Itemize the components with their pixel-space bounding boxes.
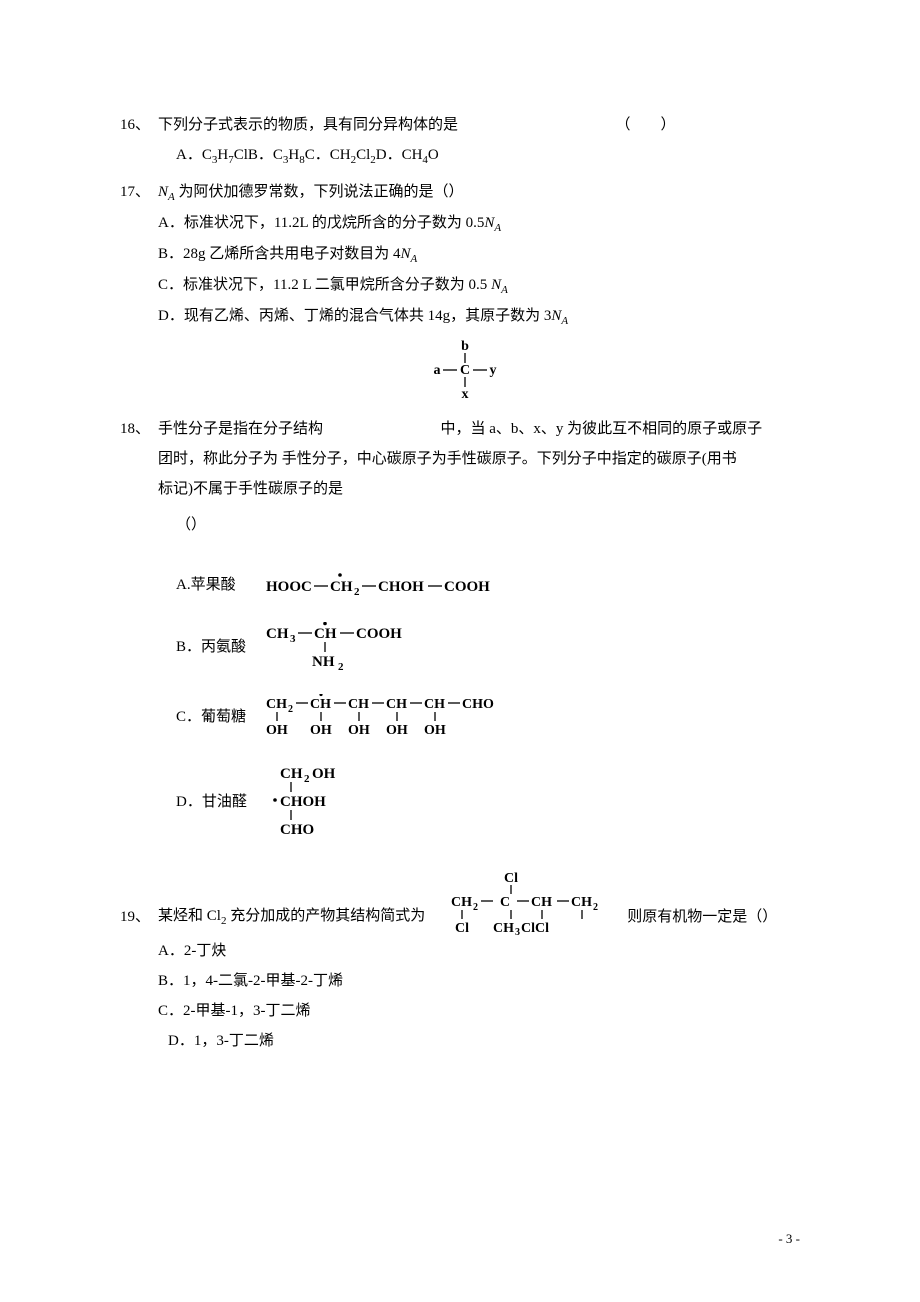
svg-text:2: 2: [338, 661, 344, 672]
svg-text:CH: CH: [348, 697, 369, 712]
q18-b-label: B．丙氨酸: [176, 632, 266, 662]
q18-stem-line1: 18、 手性分子是指在分子结构 中，当 a、b、x、y 为彼此互不相同的原子或原…: [120, 414, 810, 444]
q17-option-a: A．标准状况下，11.2L 的戊烷所含的分子数为 0.5NA: [120, 208, 810, 239]
svg-text:y: y: [490, 363, 497, 378]
svg-text:C: C: [460, 363, 470, 378]
q18-option-b: B．丙氨酸 CH3 CH COOH NH2: [120, 622, 810, 672]
svg-text:b: b: [461, 340, 469, 354]
q18-a-label: A.苹果酸: [176, 570, 266, 600]
svg-text:COOH: COOH: [444, 579, 490, 595]
q18-option-a: A.苹果酸 HOOC CH2 CHOH COOH: [120, 570, 810, 600]
svg-text:CH: CH: [386, 697, 407, 712]
q19-stem-c: 则原有机物一定是（）: [627, 902, 777, 936]
svg-text:CHO: CHO: [280, 822, 314, 838]
q16-stem: 下列分子式表示的物质，具有同分异构体的是 （ ）: [158, 110, 810, 140]
svg-text:CH: CH: [531, 895, 552, 910]
svg-text:OH: OH: [266, 723, 288, 738]
q19-option-a: A．2-丁炔: [120, 936, 810, 966]
svg-text:3: 3: [290, 633, 296, 645]
svg-text:2: 2: [593, 902, 598, 913]
q16-options: A．C3H7ClB．C3H8C．CH2Cl2D．CH4O: [120, 140, 810, 171]
q16-number: 16、: [120, 110, 158, 140]
q17-stem: NA 为阿伏加德罗常数，下列说法正确的是（）: [158, 177, 464, 208]
svg-text:CHOH: CHOH: [378, 579, 424, 595]
question-18: 18、 手性分子是指在分子结构 中，当 a、b、x、y 为彼此互不相同的原子或原…: [120, 414, 810, 840]
q18-b-structure: CH3 CH COOH NH2: [266, 622, 466, 672]
q18-option-d: D．甘油醛 CH2OH CHOH CHO: [120, 764, 810, 840]
q18-d-label: D．甘油醛: [176, 787, 266, 817]
svg-text:C: C: [500, 895, 510, 910]
question-19: 19、 某烃和 Cl2 充分加成的产物其结构简式为 Cl CH2 C CH CH…: [120, 870, 810, 1056]
svg-text:COOH: COOH: [356, 626, 402, 642]
q18-a-structure: HOOC CH2 CHOH COOH: [266, 571, 546, 599]
svg-text:CH: CH: [493, 921, 514, 936]
q18-number: 18、: [120, 414, 158, 444]
svg-text:Cl: Cl: [521, 921, 535, 936]
q17-number: 17、: [120, 177, 158, 207]
svg-text:CHO: CHO: [462, 697, 494, 712]
q16-stem-line: 16、 下列分子式表示的物质，具有同分异构体的是 （ ）: [120, 110, 810, 140]
svg-text:OH: OH: [348, 723, 370, 738]
svg-text:CH: CH: [314, 626, 337, 642]
svg-text:OH: OH: [310, 723, 332, 738]
q18-stem2: 团时，称此分子为 手性分子，中心碳原子为手性碳原子。下列分子中指定的碳原子(用书: [120, 444, 810, 474]
svg-text:x: x: [462, 387, 469, 400]
q19-option-d: D．1，3-丁二烯: [120, 1026, 810, 1056]
svg-text:Cl: Cl: [504, 871, 518, 886]
svg-text:CH: CH: [451, 895, 472, 910]
q17-option-c: C．标准状况下，11.2 L 二氯甲烷所含分子数为 0.5 NA: [120, 270, 810, 301]
svg-text:OH: OH: [386, 723, 408, 738]
q19-structure: Cl CH2 C CH CH2 Cl CH3Cl Cl: [431, 870, 621, 936]
q17-option-d: D．现有乙烯、丙烯、丁烯的混合气体共 14g，其原子数为 3NA: [120, 301, 810, 332]
q17-stem-line: 17、 NA 为阿伏加德罗常数，下列说法正确的是（）: [120, 177, 810, 208]
q18-c-structure: CH2 CH CH CH CH CHO: [266, 694, 566, 740]
svg-text:OH: OH: [312, 766, 336, 782]
svg-text:2: 2: [473, 902, 478, 913]
svg-text:CH: CH: [424, 697, 445, 712]
svg-text:NH: NH: [312, 654, 335, 670]
svg-text:CH: CH: [266, 626, 289, 642]
svg-text:CHOH: CHOH: [280, 794, 326, 810]
q18-stem3: 标记)不属于手性碳原子的是: [120, 474, 810, 504]
q19-number: 19、: [120, 902, 158, 936]
svg-text:CH: CH: [310, 697, 331, 712]
question-16: 16、 下列分子式表示的物质，具有同分异构体的是 （ ） A．C3H7ClB．C…: [120, 110, 810, 171]
svg-text:3: 3: [515, 927, 520, 936]
svg-text:a: a: [434, 363, 441, 378]
q19-option-b: B．1，4-二氯-2-甲基-2-丁烯: [120, 966, 810, 996]
svg-text:2: 2: [288, 704, 293, 715]
page: 16、 下列分子式表示的物质，具有同分异构体的是 （ ） A．C3H7ClB．C…: [0, 0, 920, 1302]
svg-text:OH: OH: [424, 723, 446, 738]
q18-central-structure: b a C y x: [120, 340, 810, 400]
svg-text:CH: CH: [280, 766, 303, 782]
question-17: 17、 NA 为阿伏加德罗常数，下列说法正确的是（） A．标准状况下，11.2L…: [120, 177, 810, 332]
page-number: - 3 -: [778, 1226, 800, 1252]
q18-d-structure: CH2OH CHOH CHO: [266, 764, 376, 840]
svg-text:2: 2: [354, 586, 360, 598]
q18-c-label: C．葡萄糖: [176, 702, 266, 732]
q17-option-b: B．28g 乙烯所含共用电子对数目为 4NA: [120, 239, 810, 270]
q18-paren: （）: [120, 510, 810, 540]
q19-stem-row: 19、 某烃和 Cl2 充分加成的产物其结构简式为 Cl CH2 C CH CH…: [120, 870, 810, 936]
svg-text:2: 2: [304, 773, 310, 785]
q18-option-c: C．葡萄糖 CH2 CH CH CH CH CHO: [120, 694, 810, 740]
q19-stem-a: 某烃和 Cl2 充分加成的产物其结构简式为: [158, 901, 425, 936]
q18-stem1: 手性分子是指在分子结构 中，当 a、b、x、y 为彼此互不相同的原子或原子: [158, 414, 810, 444]
svg-text:Cl: Cl: [535, 921, 549, 936]
svg-text:Cl: Cl: [455, 921, 469, 936]
svg-text:CH: CH: [571, 895, 592, 910]
svg-text:CH: CH: [330, 579, 353, 595]
svg-text:HOOC: HOOC: [266, 579, 312, 595]
q19-option-c: C．2-甲基-1，3-丁二烯: [120, 996, 810, 1026]
svg-text:CH: CH: [266, 697, 287, 712]
